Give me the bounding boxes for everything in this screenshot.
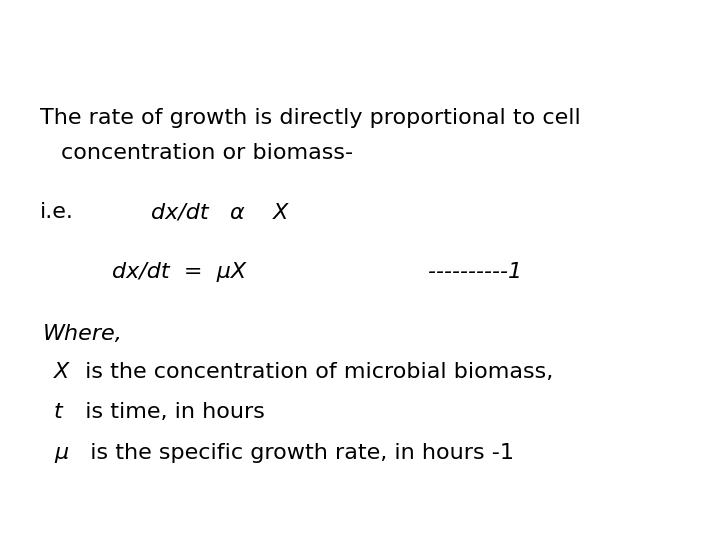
Text: is the specific growth rate, in hours -1: is the specific growth rate, in hours -1 [76, 443, 513, 463]
Text: dx/dt   α    X: dx/dt α X [151, 202, 289, 222]
Text: is time, in hours: is time, in hours [71, 402, 264, 422]
Text: t: t [54, 402, 63, 422]
Text: μ: μ [54, 443, 68, 463]
Text: Where,: Where, [43, 324, 123, 344]
Text: i.e.: i.e. [40, 202, 73, 222]
Text: The rate of growth is directly proportional to cell: The rate of growth is directly proportio… [40, 108, 580, 128]
Text: ----------1: ----------1 [428, 262, 523, 282]
Text: X: X [54, 362, 69, 382]
Text: dx/dt  =  μX: dx/dt = μX [112, 262, 246, 282]
Text: concentration or biomass-: concentration or biomass- [61, 143, 354, 163]
Text: is the concentration of microbial biomass,: is the concentration of microbial biomas… [78, 362, 553, 382]
